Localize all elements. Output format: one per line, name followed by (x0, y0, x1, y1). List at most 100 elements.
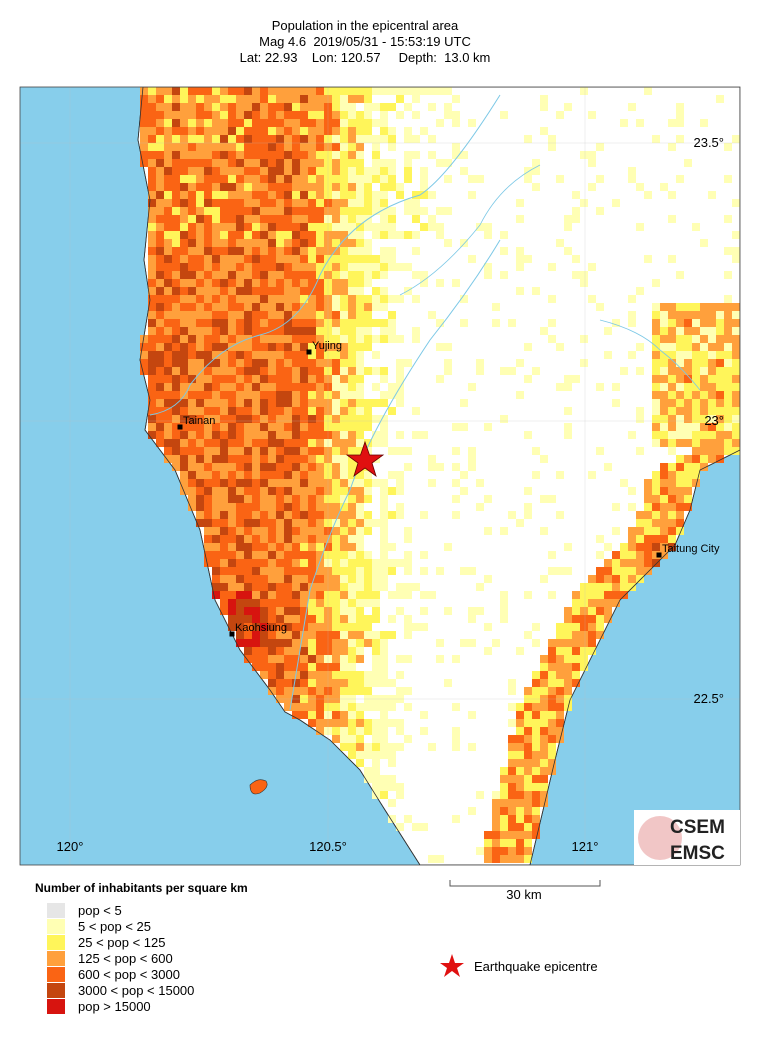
population-cell (516, 711, 524, 719)
population-cell (404, 447, 412, 455)
population-cell (692, 311, 700, 319)
population-cell (308, 455, 316, 463)
population-cell (180, 151, 188, 159)
population-cell (172, 423, 180, 431)
city-marker (229, 631, 235, 637)
population-cell (516, 791, 524, 799)
population-cell (684, 463, 692, 471)
population-cell (212, 375, 220, 383)
population-cell (724, 247, 732, 255)
population-cell (564, 647, 572, 655)
population-cell (348, 167, 356, 175)
population-cell (148, 111, 156, 119)
population-cell (628, 575, 636, 583)
population-cell (204, 335, 212, 343)
population-cell (308, 319, 316, 327)
population-cell (420, 431, 428, 439)
population-cell (436, 319, 444, 327)
population-cell (236, 487, 244, 495)
population-cell (236, 295, 244, 303)
population-cell (196, 431, 204, 439)
population-cell (396, 791, 404, 799)
population-cell (396, 823, 404, 831)
population-cell (236, 479, 244, 487)
population-cell (412, 199, 420, 207)
population-cell (372, 439, 380, 447)
population-cell (292, 375, 300, 383)
population-cell (468, 255, 476, 263)
population-cell (268, 599, 276, 607)
population-cell (396, 503, 404, 511)
population-cell (188, 119, 196, 127)
population-cell (468, 383, 476, 391)
population-cell (196, 127, 204, 135)
population-cell (532, 727, 540, 735)
population-cell (300, 559, 308, 567)
population-cell (172, 431, 180, 439)
population-cell (660, 335, 668, 343)
epicentre-legend-star (440, 954, 464, 977)
population-cell (308, 623, 316, 631)
population-cell (180, 423, 188, 431)
population-cell (540, 687, 548, 695)
population-cell (212, 207, 220, 215)
population-cell (204, 367, 212, 375)
population-cell (284, 311, 292, 319)
population-cell (340, 335, 348, 343)
population-cell (260, 87, 268, 95)
population-cell (340, 231, 348, 239)
population-cell (356, 351, 364, 359)
population-cell (700, 335, 708, 343)
population-cell (540, 703, 548, 711)
population-cell (244, 271, 252, 279)
population-cell (180, 407, 188, 415)
population-cell (308, 119, 316, 127)
population-cell (148, 279, 156, 287)
population-cell (668, 407, 676, 415)
population-cell (676, 359, 684, 367)
population-cell (180, 319, 188, 327)
population-cell (276, 455, 284, 463)
population-cell (660, 311, 668, 319)
population-cell (372, 607, 380, 615)
population-cell (276, 439, 284, 447)
population-cell (348, 231, 356, 239)
population-cell (548, 735, 556, 743)
population-cell (724, 407, 732, 415)
population-cell (284, 287, 292, 295)
population-cell (364, 191, 372, 199)
population-cell (284, 167, 292, 175)
population-cell (292, 319, 300, 327)
population-cell (604, 607, 612, 615)
population-cell (268, 127, 276, 135)
population-cell (588, 183, 596, 191)
population-cell (204, 399, 212, 407)
city-label: Taitung City (662, 543, 720, 555)
population-cell (268, 279, 276, 287)
population-cell (644, 519, 652, 527)
population-cell (316, 135, 324, 143)
population-cell (148, 407, 156, 415)
population-cell (292, 527, 300, 535)
population-cell (556, 727, 564, 735)
population-cell (572, 639, 580, 647)
population-cell (404, 567, 412, 575)
population-cell (164, 247, 172, 255)
population-cell (236, 543, 244, 551)
population-cell (220, 231, 228, 239)
population-cell (380, 319, 388, 327)
population-cell (524, 823, 532, 831)
population-cell (292, 279, 300, 287)
population-cell (364, 415, 372, 423)
population-cell (220, 487, 228, 495)
population-cell (252, 319, 260, 327)
population-cell (372, 87, 380, 95)
population-cell (444, 111, 452, 119)
population-cell (212, 231, 220, 239)
population-cell (244, 415, 252, 423)
population-cell (724, 335, 732, 343)
population-cell (244, 311, 252, 319)
population-cell (564, 431, 572, 439)
population-cell (284, 367, 292, 375)
population-cell (300, 239, 308, 247)
